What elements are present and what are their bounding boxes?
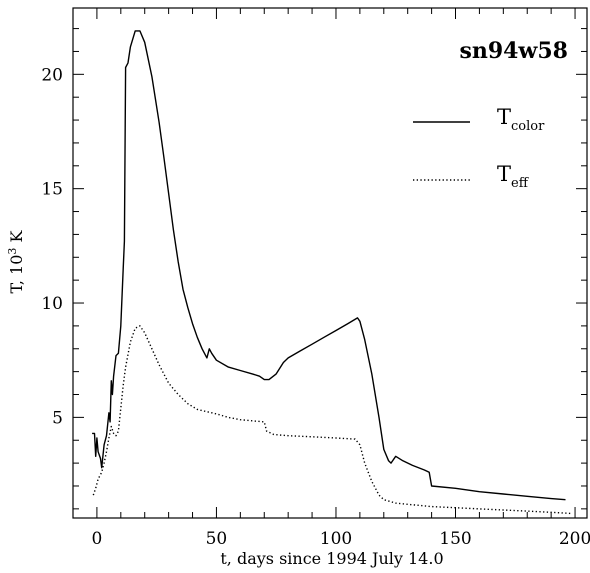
x-tick-label: 0 — [91, 529, 102, 549]
series-line-tcolor — [92, 30, 566, 501]
legend-label-teff: Teff — [497, 162, 530, 191]
legend-label-tcolor-main: T — [497, 105, 511, 129]
y-axis-title-prefix: T, 10 — [7, 255, 26, 294]
y-axis-title-suffix: K — [7, 230, 26, 248]
x-axis-title: t, days since 1994 July 14.0 — [220, 549, 443, 568]
legend-label-tcolor: Tcolor — [497, 105, 545, 134]
y-tick-label: 20 — [41, 65, 63, 85]
chart-title: sn94w58 — [459, 38, 568, 64]
x-tick-label: 100 — [320, 529, 352, 549]
axis-ticks: 0 50 100 150 200 5 10 15 20 — [41, 8, 590, 549]
series-line-teff — [92, 325, 571, 515]
y-axis-title-sup: 3 — [6, 248, 19, 255]
y-tick-label: 10 — [41, 294, 63, 314]
series-layer — [92, 30, 571, 515]
legend-label-tcolor-sub: color — [511, 119, 545, 134]
legend-label-teff-main: T — [497, 162, 511, 186]
legend: Tcolor Teff — [413, 105, 545, 191]
x-tick-label: 50 — [206, 529, 228, 549]
legend-label-teff-sub: eff — [511, 176, 530, 191]
x-tick-label: 150 — [439, 529, 471, 549]
y-axis-title: T, 103 K — [6, 230, 26, 294]
y-tick-label: 15 — [41, 180, 63, 200]
plot-frame — [72, 7, 588, 519]
y-tick-label: 5 — [52, 408, 63, 428]
x-tick-label: 200 — [559, 529, 590, 549]
